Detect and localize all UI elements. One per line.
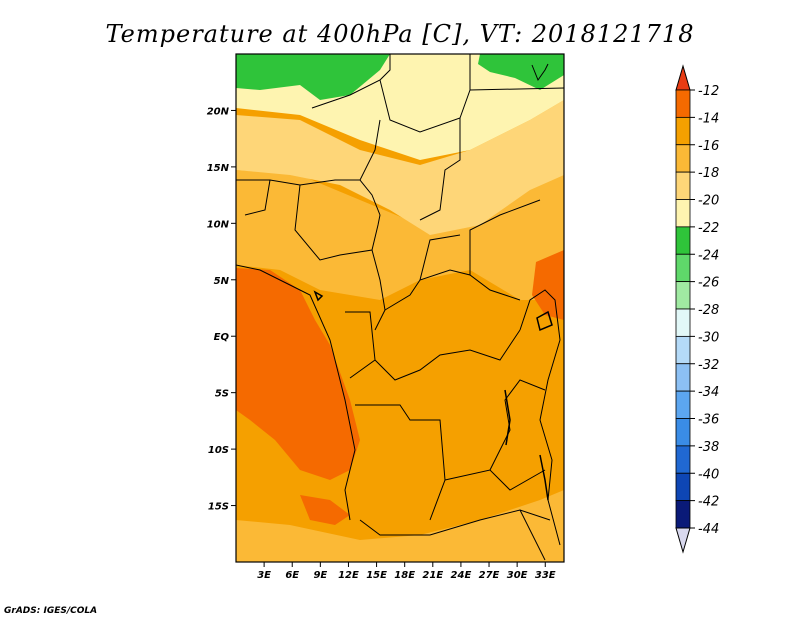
x-tick-label: 27E [479,570,500,581]
colorbar: -12 -14 -16 -18 -20 -22 -24 -26 -28 -30 -32 -34 -36 -… [675,64,719,554]
country-borders [236,54,564,561]
border-3 [469,87,564,91]
colorbar-swatch [675,281,691,310]
y-tick-label: 15S [208,502,229,513]
border-12 [419,234,461,281]
x-tick-label: 18E [394,570,415,581]
x-tick-label: 9E [313,570,327,581]
colorbar-swatch [675,418,691,447]
y-tick-label: 5S [215,389,229,400]
plot-frame [235,53,565,563]
field-band-south [236,490,564,562]
colorbar-swatch [675,144,691,173]
border-se [519,509,546,561]
colorbar-swatch [675,226,691,255]
x-tick-label: 33E [535,570,556,581]
lake-tanganyika [504,389,511,446]
colorbar-swatch [675,171,691,200]
y-axis: 20N 15N 10N 5N EQ 5S 10S 15S [207,106,236,513]
field-patch-warm-south [300,495,350,525]
colorbar-top-arrow [675,64,691,91]
colorbar-label: -20 [698,194,719,209]
colorbar-label: -14 [698,111,719,126]
x-axis: 3E 6E 9E 12E 15E 18E 21E 24E 27E 30E 33E [257,562,556,581]
x-tick-label: 21E [422,570,443,581]
border-7 [244,179,271,216]
colorbar-swatch [675,89,691,118]
lake-malawi [539,454,549,501]
colorbar-label: -18 [698,166,719,181]
colorbar-label: -22 [698,221,719,236]
colorbar-swatch [675,335,691,365]
colorbar-swatch [675,253,691,283]
y-tick-label: 15N [207,163,230,174]
colorbar-bottom-arrow [675,527,691,554]
border-18 [489,379,546,471]
coastline-west [236,264,356,521]
x-tick-label: 24E [451,570,472,581]
border-15 [355,404,446,521]
border-14 [374,329,521,381]
lake-small [313,290,324,302]
field-band-light-orange [236,160,564,300]
colorbar-swatch [675,308,691,337]
credit: GrADS: IGES/COLA [4,606,97,616]
colorbar-label: -30 [698,330,719,345]
lakes [313,290,553,501]
colorbar-label: -12 [698,84,719,99]
field-patch-green-west [236,54,390,100]
chart-title: Temperature at 400hPa [C], VT: 201812171… [106,20,695,48]
x-tick-label: 3E [257,570,271,581]
colorbar-label: -38 [698,440,719,455]
y-tick-label: 5N [214,276,230,287]
field-band-yellow [236,100,564,235]
colorbar-label: -32 [698,358,719,373]
colorbar-label: -16 [698,139,719,154]
colorbar-swatch [675,199,691,228]
border-east [519,289,561,546]
colorbar-label: -26 [698,276,719,291]
colorbar-swatch [675,445,691,474]
border-9 [371,249,386,331]
x-tick-label: 12E [338,570,359,581]
y-tick-label: EQ [214,332,230,343]
colorbar-label: -40 [698,467,719,482]
field-patch-green-east [478,54,564,90]
border-5 [419,118,461,221]
border-16 [359,509,551,536]
field-patch-warm-east [532,250,564,320]
border-10 [384,269,521,311]
x-tick-label: 30E [507,570,528,581]
border-8 [294,184,381,261]
border-2 [379,54,471,133]
x-tick-label: 6E [285,570,299,581]
x-tick-label: 15E [366,570,387,581]
colorbar-swatch [675,472,691,502]
colorbar-label: -28 [698,303,719,318]
colorbar-label: -34 [698,385,719,400]
border-13 [345,311,376,379]
colorbar-swatch [675,500,691,529]
colorbar-label: -42 [698,495,719,510]
y-tick-label: 10S [208,445,229,456]
border-17 [444,469,546,491]
colorbar-swatch [675,363,691,392]
lake-victoria [536,310,553,332]
colorbar-swatch [675,390,691,419]
field-region-warm-atlantic [236,268,360,480]
temperature-field [236,54,564,562]
coast-red-sea [531,63,549,82]
colorbar-label: -44 [698,522,719,537]
y-tick-label: 20N [207,106,230,117]
colorbar-swatch [675,116,691,146]
border-11 [469,199,541,275]
colorbar-label: -24 [698,248,719,263]
colorbar-label: -36 [698,413,719,428]
y-tick-label: 10N [207,219,230,230]
